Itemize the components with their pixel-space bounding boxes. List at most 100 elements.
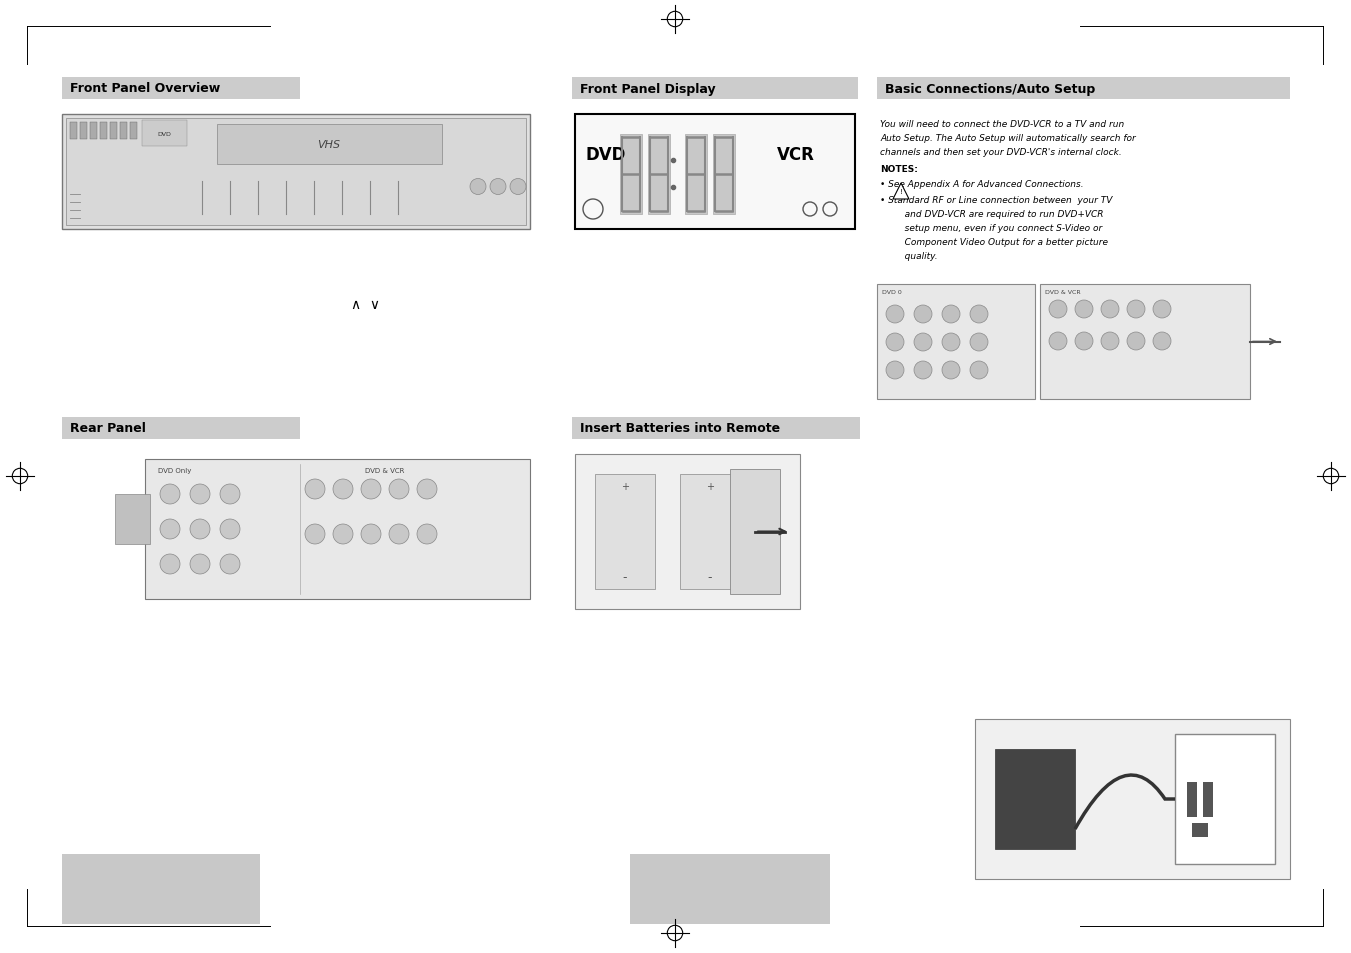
Circle shape	[970, 361, 988, 379]
Circle shape	[389, 479, 409, 499]
Text: • Standard RF or Line connection between  your TV: • Standard RF or Line connection between…	[880, 195, 1112, 205]
Text: VCR: VCR	[777, 146, 815, 164]
Text: DVD & VCR: DVD & VCR	[1046, 290, 1081, 294]
Bar	[994, 749, 1075, 849]
Text: DVD: DVD	[157, 132, 172, 136]
Circle shape	[942, 361, 961, 379]
Circle shape	[1048, 301, 1067, 318]
Bar	[66, 119, 526, 226]
Bar	[685, 135, 707, 214]
Circle shape	[886, 361, 904, 379]
Circle shape	[361, 524, 381, 544]
Circle shape	[915, 334, 932, 352]
Circle shape	[159, 555, 180, 575]
Circle shape	[942, 334, 961, 352]
Circle shape	[886, 334, 904, 352]
Text: Component Video Output for a better picture: Component Video Output for a better pict…	[896, 237, 1108, 247]
Bar	[1175, 734, 1275, 864]
Circle shape	[970, 306, 988, 324]
Text: Rear Panel: Rear Panel	[70, 422, 146, 435]
Circle shape	[220, 555, 240, 575]
Circle shape	[190, 484, 209, 504]
Bar	[571, 417, 861, 439]
Bar	[713, 135, 735, 214]
Text: DVD: DVD	[585, 146, 626, 164]
Bar	[594, 475, 655, 589]
Text: +: +	[707, 481, 713, 492]
Bar	[571, 78, 858, 100]
Bar	[142, 121, 186, 147]
Bar	[62, 78, 300, 100]
Circle shape	[305, 524, 326, 544]
Circle shape	[332, 479, 353, 499]
Circle shape	[159, 484, 180, 504]
Circle shape	[915, 361, 932, 379]
Text: DVD & VCR: DVD & VCR	[365, 468, 405, 474]
Bar	[620, 135, 642, 214]
Text: quality.: quality.	[896, 252, 938, 261]
Text: Insert Batteries into Remote: Insert Batteries into Remote	[580, 422, 780, 435]
Text: -: -	[623, 571, 627, 584]
Bar	[218, 125, 442, 165]
Text: and DVD-VCR are required to run DVD+VCR: and DVD-VCR are required to run DVD+VCR	[896, 210, 1104, 219]
Bar	[62, 115, 530, 230]
Bar	[130, 123, 136, 140]
Bar	[120, 123, 127, 140]
Circle shape	[1101, 301, 1119, 318]
Bar	[1202, 781, 1213, 817]
Bar	[1188, 781, 1197, 817]
Bar	[80, 123, 86, 140]
Circle shape	[470, 179, 486, 195]
Circle shape	[1048, 333, 1067, 351]
Circle shape	[1075, 301, 1093, 318]
Text: +: +	[621, 481, 630, 492]
Bar	[1040, 285, 1250, 399]
Bar	[145, 459, 530, 599]
Bar	[70, 123, 77, 140]
Circle shape	[942, 306, 961, 324]
Text: Front Panel Overview: Front Panel Overview	[70, 82, 220, 95]
Text: NOTES:: NOTES:	[880, 165, 917, 173]
Bar	[730, 470, 780, 595]
Text: channels and then set your DVD-VCR's internal clock.: channels and then set your DVD-VCR's int…	[880, 148, 1121, 157]
Bar	[680, 475, 740, 589]
Circle shape	[490, 179, 507, 195]
Circle shape	[417, 479, 436, 499]
Circle shape	[220, 519, 240, 539]
Bar	[91, 123, 97, 140]
Bar	[109, 123, 118, 140]
Text: VHS: VHS	[317, 140, 340, 150]
Circle shape	[1152, 301, 1171, 318]
Circle shape	[509, 179, 526, 195]
Circle shape	[915, 306, 932, 324]
Text: DVD 0: DVD 0	[882, 290, 901, 294]
Bar	[877, 285, 1035, 399]
Circle shape	[332, 524, 353, 544]
Circle shape	[970, 334, 988, 352]
Text: ∧  ∨: ∧ ∨	[350, 297, 380, 312]
Circle shape	[190, 555, 209, 575]
Text: Front Panel Display: Front Panel Display	[580, 82, 716, 95]
Bar	[877, 78, 1290, 100]
Circle shape	[1101, 333, 1119, 351]
Text: !: !	[900, 189, 902, 194]
Bar	[62, 417, 300, 439]
Circle shape	[1075, 333, 1093, 351]
Circle shape	[417, 524, 436, 544]
Bar	[576, 115, 855, 230]
Circle shape	[1127, 301, 1146, 318]
Bar	[576, 455, 800, 609]
Circle shape	[1127, 333, 1146, 351]
Bar	[115, 495, 150, 544]
Circle shape	[220, 484, 240, 504]
Bar	[975, 720, 1290, 879]
Text: • See Appendix A for Advanced Connections.: • See Appendix A for Advanced Connection…	[880, 180, 1084, 189]
Circle shape	[361, 479, 381, 499]
Text: You will need to connect the DVD-VCR to a TV and run: You will need to connect the DVD-VCR to …	[880, 120, 1124, 129]
Circle shape	[886, 306, 904, 324]
Text: -: -	[708, 571, 712, 584]
Polygon shape	[893, 184, 909, 200]
Bar	[62, 854, 259, 924]
Bar	[630, 854, 830, 924]
Bar	[1192, 822, 1208, 837]
